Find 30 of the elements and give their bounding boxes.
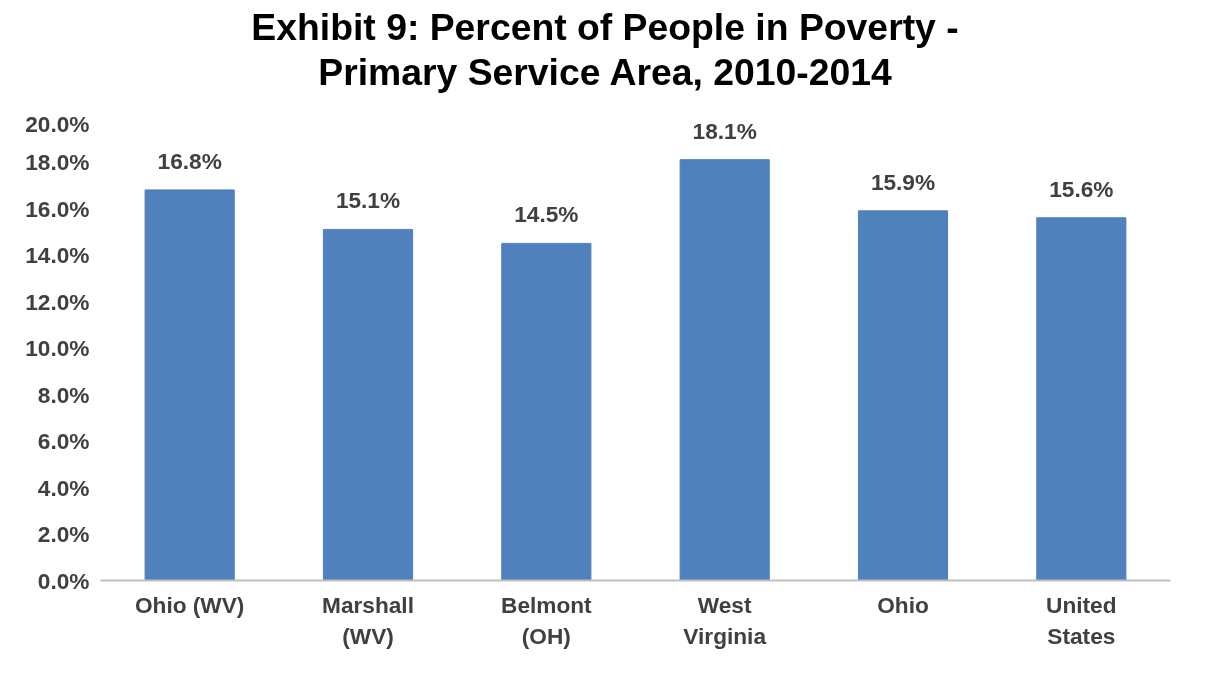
bar xyxy=(679,159,770,581)
y-tick-label: 16.0% xyxy=(25,195,90,222)
y-tick-label: 14.0% xyxy=(25,242,90,268)
x-tick-label: United States xyxy=(1046,591,1117,649)
y-tick-label: 10.0% xyxy=(25,335,90,361)
y-tick-label: 12.0% xyxy=(25,288,90,315)
y-tick-label: 20.0% xyxy=(25,110,90,137)
bar xyxy=(144,189,235,581)
x-tick-label: Ohio xyxy=(877,591,929,618)
y-tick-label: 8.0% xyxy=(37,381,90,408)
y-tick-label: 18.0% xyxy=(25,149,90,175)
x-tick-label: Marshall (WV) xyxy=(322,591,414,649)
y-tick-label: 6.0% xyxy=(37,428,90,454)
bar xyxy=(857,210,949,581)
x-tick-label: Belmont (OH) xyxy=(501,591,593,649)
y-tick-label: 0.0% xyxy=(37,567,90,594)
data-label: 18.1% xyxy=(692,117,757,144)
data-label: 15.6% xyxy=(1049,175,1114,202)
x-tick-label: Ohio (WV) xyxy=(134,591,245,618)
y-tick-label: 2.0% xyxy=(37,521,90,547)
data-label: 15.9% xyxy=(870,168,936,195)
bar xyxy=(1036,217,1127,581)
bar xyxy=(322,228,414,581)
data-label: 14.5% xyxy=(514,201,579,228)
y-tick-label: 4.0% xyxy=(37,474,90,501)
data-label: 15.1% xyxy=(335,187,401,214)
x-tick-label: West Virginia xyxy=(683,591,767,649)
bar xyxy=(501,242,592,581)
chart-title: Exhibit 9: Percent of People in Poverty - Primary Service Area, 2010-2014 xyxy=(251,5,959,95)
data-label: 16.8% xyxy=(157,147,222,174)
